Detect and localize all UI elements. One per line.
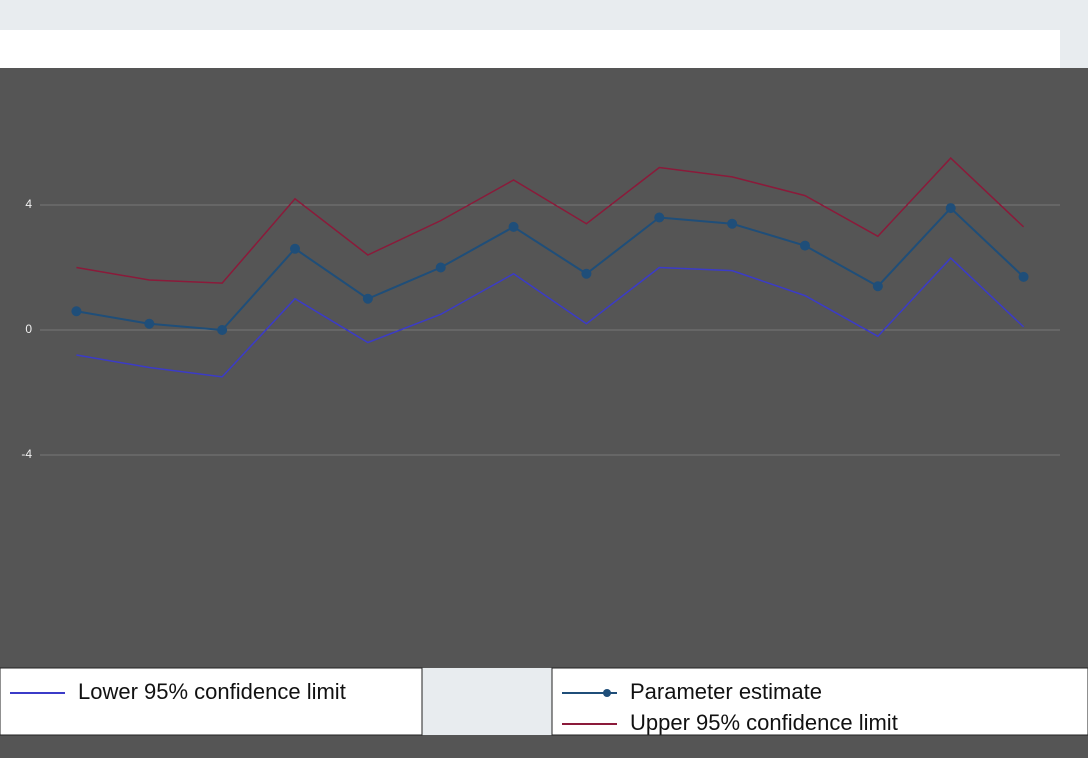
point (946, 203, 956, 213)
point (71, 306, 81, 316)
legend-marker (603, 689, 611, 697)
top-strip (0, 0, 1088, 30)
point (509, 222, 519, 232)
point (217, 325, 227, 335)
header-band (0, 30, 1060, 68)
point (363, 294, 373, 304)
bottom-band (0, 735, 1088, 758)
point (144, 319, 154, 329)
legend-label: Lower 95% confidence limit (78, 679, 346, 704)
page: Lower 95% confidence limit Parameter esti… (0, 0, 1088, 758)
point (727, 219, 737, 229)
legend: Lower 95% confidence limit Parameter esti… (0, 668, 1088, 735)
legend-label: Upper 95% confidence limit (630, 710, 898, 735)
point (436, 263, 446, 273)
point (290, 244, 300, 254)
legend-label: Parameter estimate (630, 679, 822, 704)
point (654, 213, 664, 223)
y-tick-label: -4 (21, 447, 32, 461)
y-tick-label: 0 (25, 322, 32, 336)
point (581, 269, 591, 279)
point (800, 241, 810, 251)
y-tick-label: 4 (25, 197, 32, 211)
point (1019, 272, 1029, 282)
chart: Lower 95% confidence limit Parameter esti… (0, 0, 1088, 758)
point (873, 281, 883, 291)
plot-background (0, 68, 1088, 668)
